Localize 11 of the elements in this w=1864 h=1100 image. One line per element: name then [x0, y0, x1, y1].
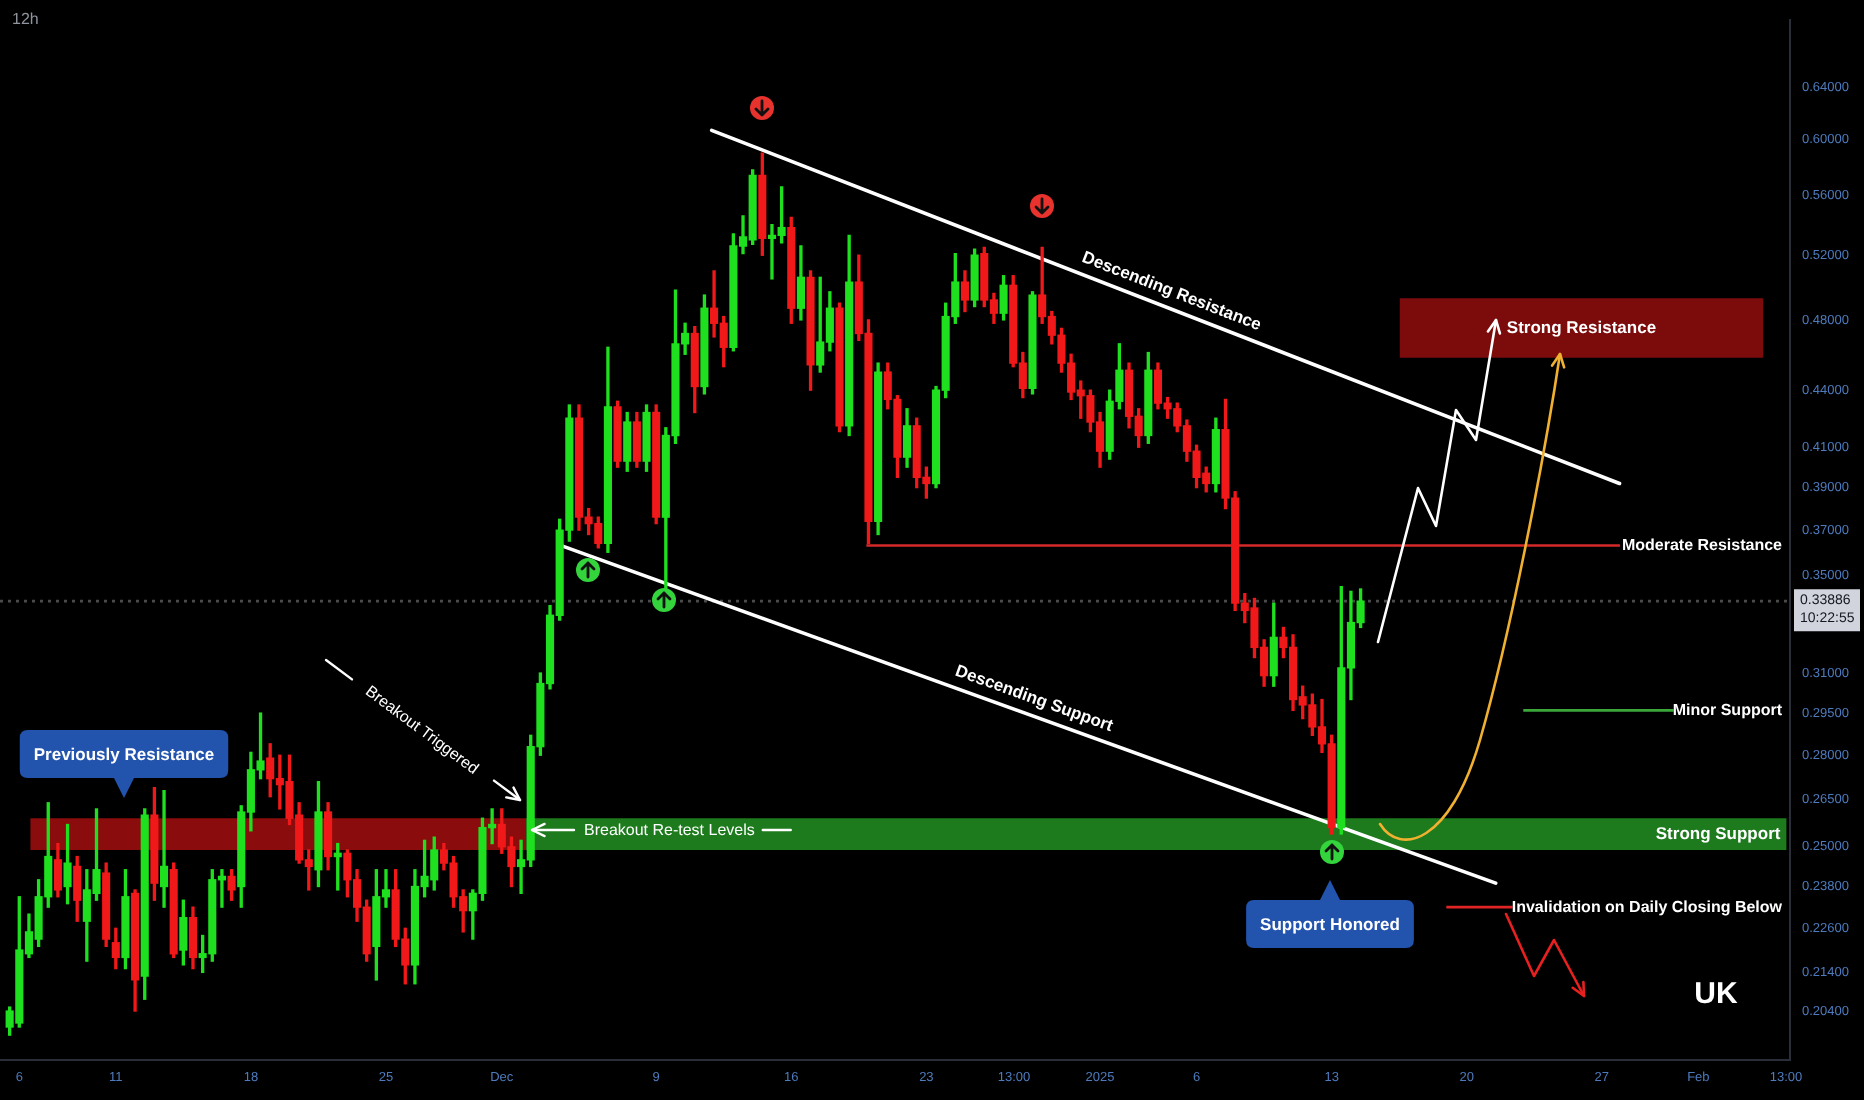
chart-title: 12h: [12, 10, 39, 28]
annotation: Previously Resistance: [33, 744, 215, 764]
ref-line-label: Invalidation on Daily Closing Below: [1511, 897, 1784, 916]
ref-line-label: Moderate Resistance: [1621, 535, 1784, 554]
annotation: Breakout Re-test Levels: [584, 821, 755, 839]
candlestick: [159, 789, 169, 908]
annotation: Support Honored: [1260, 914, 1400, 934]
band-label: Strong Resistance: [1506, 316, 1657, 337]
band-label: Strong Support: [1655, 822, 1781, 843]
ref-line-label: Minor Support: [1672, 700, 1783, 719]
annotation: UK: [1694, 977, 1738, 1011]
